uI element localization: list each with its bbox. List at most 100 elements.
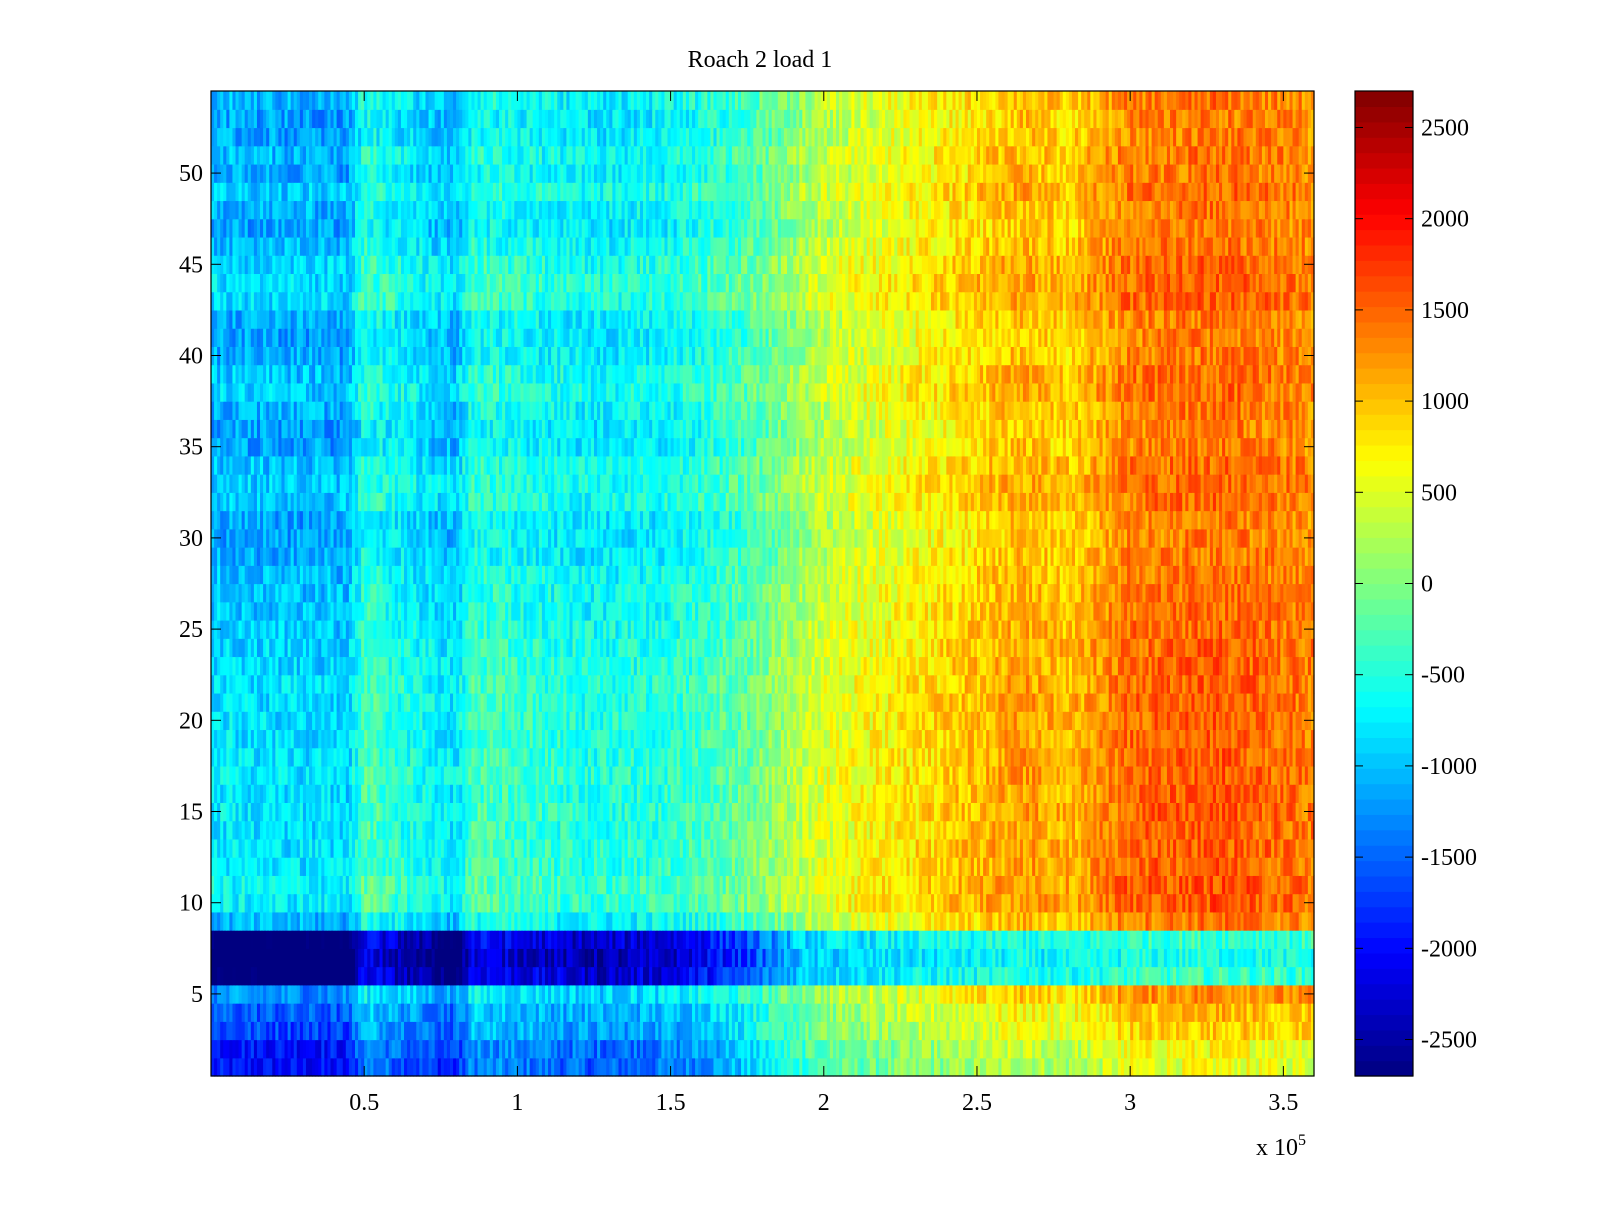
heatmap-cell bbox=[302, 1003, 307, 1022]
heatmap-cell bbox=[336, 1057, 341, 1077]
heatmap-cell bbox=[1222, 966, 1226, 986]
heatmap-cell bbox=[379, 1057, 384, 1077]
heatmap-cell bbox=[909, 966, 914, 986]
heatmap-cell bbox=[1292, 857, 1297, 876]
heatmap-cell bbox=[783, 838, 788, 858]
heatmap-cell bbox=[1237, 857, 1242, 876]
heatmap-cell bbox=[1264, 838, 1269, 858]
heatmap-cell bbox=[1298, 1039, 1303, 1059]
heatmap-cell bbox=[220, 966, 224, 986]
heatmap-cell bbox=[1170, 1003, 1174, 1022]
heatmap-cell bbox=[682, 893, 687, 913]
heatmap-cell bbox=[1142, 1003, 1147, 1022]
heatmap-cell bbox=[434, 875, 439, 895]
heatmap-cell bbox=[388, 857, 393, 876]
heatmap-cell bbox=[692, 838, 696, 858]
heatmap-cell bbox=[670, 966, 675, 986]
heatmap-cell bbox=[238, 930, 243, 949]
heatmap-cell bbox=[293, 1021, 298, 1041]
heatmap-cell bbox=[679, 1057, 684, 1077]
heatmap-cell bbox=[1019, 984, 1024, 1004]
heatmap-cell bbox=[449, 875, 454, 895]
heatmap-cell bbox=[1068, 1057, 1073, 1077]
heatmap-cell bbox=[615, 1003, 620, 1022]
heatmap-cell bbox=[823, 948, 828, 968]
heatmap-cell bbox=[814, 893, 819, 913]
heatmap-cell bbox=[1215, 857, 1220, 876]
heatmap-cell bbox=[633, 1039, 638, 1059]
heatmap-cell bbox=[1139, 1021, 1144, 1041]
heatmap-cell bbox=[805, 1003, 810, 1022]
heatmap-cell bbox=[627, 875, 632, 895]
heatmap-cell bbox=[327, 966, 332, 986]
heatmap-cell bbox=[238, 911, 243, 931]
heatmap-cell bbox=[1105, 820, 1110, 840]
heatmap-cell bbox=[391, 875, 396, 895]
heatmap-cell bbox=[1050, 1021, 1055, 1041]
heatmap-cell bbox=[557, 930, 561, 949]
heatmap-cell bbox=[410, 838, 414, 858]
heatmap-cell bbox=[1145, 911, 1150, 931]
heatmap-cell bbox=[1286, 1021, 1291, 1041]
heatmap-cell bbox=[318, 1057, 322, 1077]
heatmap-cell bbox=[894, 1021, 898, 1041]
heatmap-cell bbox=[771, 984, 776, 1004]
heatmap-cell bbox=[1117, 984, 1122, 1004]
heatmap-cell bbox=[1035, 966, 1039, 986]
heatmap-cell bbox=[1004, 948, 1009, 968]
heatmap-cell bbox=[688, 893, 693, 913]
heatmap-cell bbox=[976, 838, 981, 858]
heatmap-cell bbox=[241, 893, 246, 913]
heatmap-cell bbox=[609, 1039, 613, 1059]
heatmap-cell bbox=[1286, 930, 1291, 949]
heatmap-cell bbox=[1209, 1039, 1214, 1059]
heatmap-cell bbox=[698, 930, 702, 949]
heatmap-cell bbox=[747, 1021, 751, 1041]
heatmap-cell bbox=[1019, 857, 1024, 876]
heatmap-cell bbox=[888, 1039, 892, 1059]
heatmap-cell bbox=[462, 875, 466, 895]
heatmap-cell bbox=[1225, 948, 1229, 968]
heatmap-cell bbox=[1032, 930, 1036, 949]
heatmap-cell bbox=[1154, 875, 1159, 895]
heatmap-cell bbox=[327, 857, 332, 876]
heatmap-cell bbox=[1176, 1021, 1180, 1041]
heatmap-cell bbox=[407, 1003, 411, 1022]
heatmap-cell bbox=[235, 966, 240, 986]
heatmap-cell bbox=[492, 1021, 497, 1041]
heatmap-cell bbox=[903, 911, 908, 931]
heatmap-cell bbox=[695, 1003, 699, 1022]
heatmap-cell bbox=[1050, 948, 1055, 968]
heatmap-cell bbox=[1200, 875, 1205, 895]
heatmap-cell bbox=[796, 875, 800, 895]
heatmap-cell bbox=[593, 820, 598, 840]
heatmap-cell bbox=[881, 857, 886, 876]
heatmap-cell bbox=[826, 1057, 831, 1077]
heatmap-cell bbox=[921, 1057, 926, 1077]
heatmap-cell bbox=[214, 820, 218, 840]
heatmap-cell bbox=[967, 1057, 972, 1077]
heatmap-cell bbox=[1047, 1021, 1052, 1041]
heatmap-cell bbox=[538, 820, 543, 840]
heatmap-cell bbox=[315, 1003, 319, 1022]
heatmap-cell bbox=[440, 1021, 445, 1041]
heatmap-cell bbox=[796, 838, 800, 858]
heatmap-cell bbox=[704, 1021, 708, 1041]
heatmap-cell bbox=[643, 820, 647, 840]
heatmap-cell bbox=[351, 1039, 356, 1059]
heatmap-cell bbox=[725, 875, 730, 895]
heatmap-cell bbox=[958, 930, 963, 949]
heatmap-cell bbox=[477, 875, 482, 895]
heatmap-cell bbox=[1231, 948, 1235, 968]
heatmap-cell bbox=[241, 1021, 246, 1041]
heatmap-cell bbox=[839, 948, 843, 968]
heatmap-cell bbox=[783, 820, 788, 840]
heatmap-cell bbox=[1261, 838, 1266, 858]
heatmap-cell bbox=[253, 893, 258, 913]
heatmap-cell bbox=[1170, 1057, 1174, 1077]
heatmap-cell bbox=[302, 948, 307, 968]
heatmap-cell bbox=[1292, 1057, 1297, 1077]
heatmap-cell bbox=[1249, 948, 1254, 968]
heatmap-cell bbox=[661, 948, 666, 968]
heatmap-cell bbox=[863, 930, 868, 949]
